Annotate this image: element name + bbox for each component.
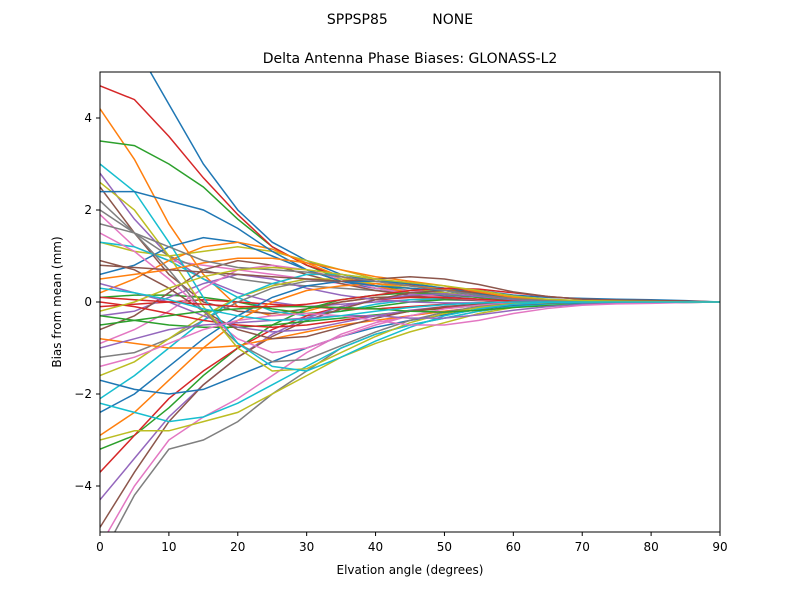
series-line-sv50 — [100, 287, 720, 322]
x-axis: 0 10 20 30 40 50 60 70 80 90 — [96, 532, 728, 554]
y-axis-label: Bias from mean (mm) — [50, 236, 64, 367]
x-tick-label: 90 — [712, 540, 727, 554]
y-axis: −4 −2 0 2 4 — [74, 111, 100, 493]
y-tick-label: −4 — [74, 479, 92, 493]
series-line-sv47 — [100, 301, 720, 368]
x-axis-label: Elvation angle (degrees) — [337, 563, 484, 577]
x-tick-label: 20 — [230, 540, 245, 554]
x-tick-label: 10 — [161, 540, 176, 554]
chart-suptitle: SPPSP85 NONE — [327, 12, 473, 28]
x-tick-label: 0 — [96, 540, 104, 554]
series-group — [100, 72, 720, 532]
y-tick-label: −2 — [74, 387, 92, 401]
x-tick-label: 70 — [575, 540, 590, 554]
y-tick-label: 0 — [84, 295, 92, 309]
series-line-sv46 — [100, 264, 720, 303]
y-tick-label: 4 — [84, 111, 92, 125]
x-tick-label: 30 — [299, 540, 314, 554]
y-tick-label: 2 — [84, 203, 92, 217]
x-tick-label: 50 — [437, 540, 452, 554]
series-line-sv49 — [100, 266, 720, 312]
chart-title: Delta Antenna Phase Biases: GLONASS-L2 — [263, 51, 558, 67]
x-tick-label: 80 — [643, 540, 658, 554]
x-tick-label: 40 — [368, 540, 383, 554]
x-tick-label: 60 — [506, 540, 521, 554]
